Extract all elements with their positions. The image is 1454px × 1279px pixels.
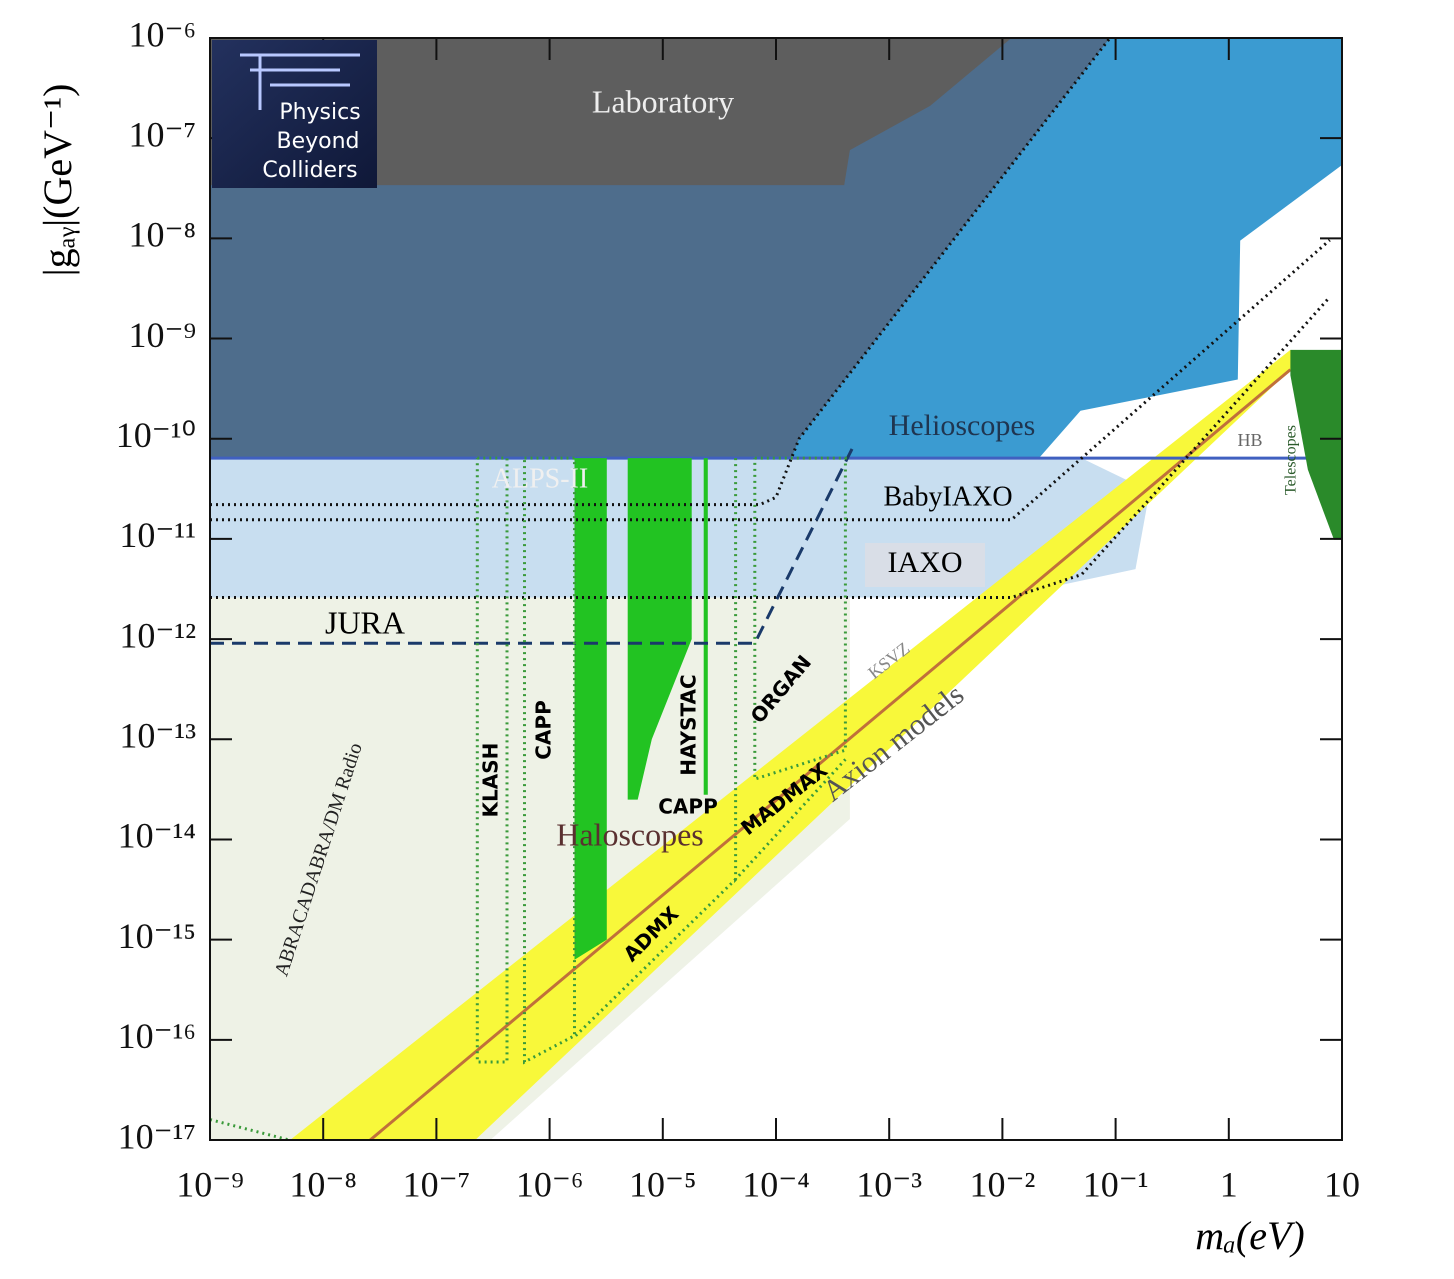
- y-tick-label: 10⁻¹²: [119, 615, 196, 655]
- region-label: JURA: [325, 604, 405, 640]
- region-label: HB: [1237, 430, 1262, 450]
- region-dotted: [210, 1118, 290, 1140]
- logo-graphic: [240, 53, 360, 110]
- region-dotted: [475, 456, 509, 1064]
- x-tick-label: 1: [1220, 1164, 1238, 1204]
- region-fill: [290, 349, 1301, 1140]
- region-label: Telescopes: [1283, 425, 1300, 495]
- region-label: Laboratory: [592, 83, 734, 119]
- logo: Physics Beyond Colliders: [212, 40, 377, 188]
- x-tick-label: 10⁻⁹: [176, 1164, 244, 1204]
- logo-text: Physics: [279, 100, 360, 125]
- y-tick-label: 10⁻⁶: [128, 14, 196, 54]
- region-label: CAPP: [532, 700, 556, 759]
- x-tick-label: 10⁻⁸: [289, 1164, 357, 1204]
- y-tick-label: 10⁻⁸: [128, 215, 196, 255]
- y-tick-label: 10⁻¹⁷: [118, 1116, 196, 1156]
- region-line: [369, 368, 1292, 1140]
- x-tick-label: 10: [1324, 1164, 1360, 1204]
- region-dotted: [210, 296, 1331, 599]
- region-fill: [210, 597, 850, 1140]
- region-dotted: [753, 456, 847, 782]
- region-label: BabyIAXO: [883, 481, 1012, 512]
- region-label: CAPP: [658, 795, 717, 819]
- y-tick-label: 10⁻¹¹: [119, 515, 196, 555]
- region-label: Helioscopes: [889, 409, 1036, 442]
- region-label: KLASH: [479, 743, 503, 818]
- y-tick-label: 10⁻⁷: [128, 114, 196, 154]
- region-dotted: [574, 878, 737, 1037]
- region-label: ALPS-II: [492, 463, 588, 494]
- y-tick-label: 10⁻¹⁶: [118, 1016, 196, 1056]
- x-tick-label: 10⁻²: [970, 1164, 1036, 1204]
- region-fill: [627, 458, 692, 800]
- region-label: Haloscopes: [556, 816, 704, 852]
- x-tick-label: 10⁻³: [856, 1164, 922, 1204]
- y-tick-label: 10⁻¹³: [119, 716, 196, 756]
- x-tick-label: 10⁻⁴: [742, 1164, 810, 1204]
- region-fill: [574, 458, 607, 960]
- region-fill: [210, 38, 1012, 186]
- logo-text: Beyond: [276, 129, 359, 154]
- region-fill: [1290, 349, 1342, 540]
- region-label: IAXO: [888, 546, 963, 579]
- x-axis-label: mₐ(eV): [1195, 1213, 1304, 1258]
- region-fill: [703, 458, 708, 795]
- logo-text: Colliders: [262, 158, 357, 183]
- y-tick-label: 10⁻¹⁰: [116, 415, 196, 455]
- regions: [210, 38, 1342, 1140]
- axes: 10⁻⁹ 10⁻⁸ 10⁻⁷ 10⁻⁶ 10⁻⁵ 10⁻⁴ 10⁻³ 10⁻² 10⁻¹ 1 10 1…: [116, 14, 1360, 1204]
- logo-background: [212, 40, 377, 188]
- x-tick-label: 10⁻⁶: [516, 1164, 584, 1204]
- region-label: HAYSTAC: [677, 674, 701, 775]
- y-tick-label: 10⁻¹⁵: [118, 916, 196, 956]
- y-axis-label: |gₐᵧ|(GeV⁻¹): [35, 84, 80, 277]
- x-tick-label: 10⁻⁵: [629, 1164, 697, 1204]
- x-tick-label: 10⁻¹: [1083, 1164, 1149, 1204]
- region-dotted: [210, 38, 1112, 507]
- region-dashed: [210, 446, 855, 645]
- label-background: [865, 543, 985, 587]
- y-tick-label: 10⁻¹⁴: [118, 816, 196, 856]
- x-tick-label: 10⁻⁷: [403, 1164, 471, 1204]
- y-tick-label: 10⁻⁹: [128, 315, 196, 355]
